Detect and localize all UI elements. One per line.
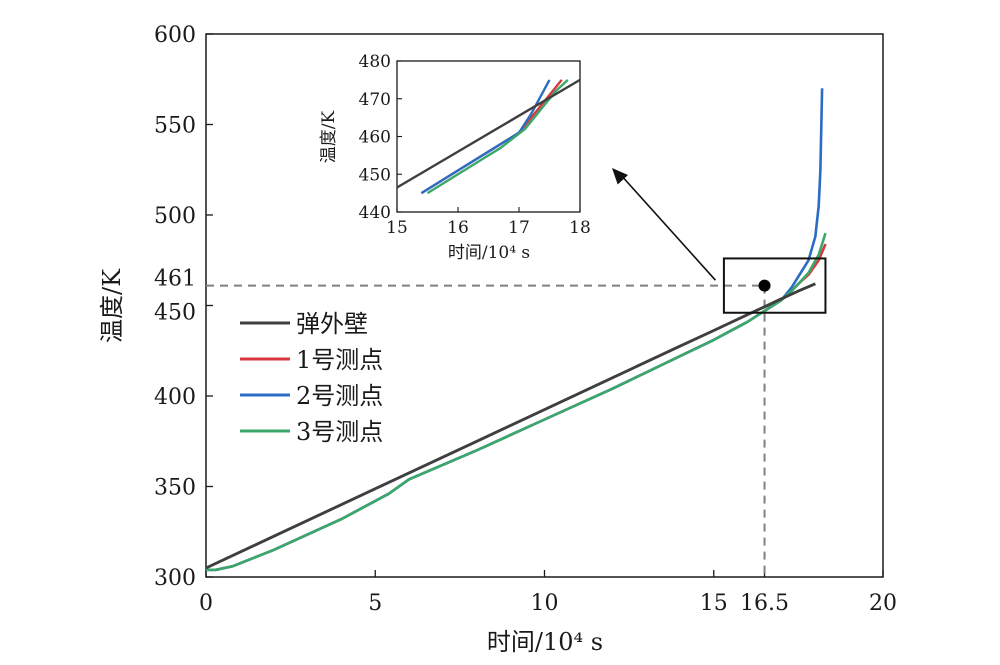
x-tick-label: 20 (869, 591, 897, 616)
x-axis-label: 时间/10⁴ s (487, 628, 603, 656)
legend-label-4: 3号测点 (296, 418, 383, 446)
inset-x-tick-label: 17 (508, 218, 530, 238)
zoom-arrow-head (612, 168, 628, 185)
y-tick-label: 461 (154, 267, 196, 292)
x-tick-label: 0 (199, 591, 213, 616)
guide-lines (206, 284, 766, 577)
inset-y-tick-label: 460 (359, 128, 391, 148)
inset-frame (396, 60, 581, 213)
y-tick-label: 450 (154, 301, 196, 326)
inset-y-axis-label: 温度/K (319, 110, 339, 163)
y-tick-label: 500 (154, 204, 196, 229)
inset-y-tick-label: 470 (359, 90, 391, 110)
series-line-wall-top (205, 282, 816, 570)
inset-x-tick-label: 18 (569, 218, 591, 238)
y-tick-label: 300 (154, 566, 196, 591)
zoom-box (722, 257, 827, 314)
inset-y-tick-label: 480 (359, 52, 391, 72)
legend-label-1: 弹外壁 (296, 310, 368, 338)
zoom-arrow-line (619, 173, 717, 281)
inset-chart: 15 16 17 18 440 450 460 470 480 时间/10⁴ s 温度/K (319, 52, 591, 263)
inset-series-line-3 (420, 79, 551, 195)
inset-series (396, 78, 581, 195)
inset-x-tick-label: 15 (386, 218, 408, 238)
inset-ticks: 15 16 17 18 440 450 460 470 480 (359, 52, 591, 238)
annotation (612, 168, 827, 314)
y-tick-label: 400 (154, 385, 196, 410)
inset-y-tick-label: 450 (359, 165, 391, 185)
main-ticks: 0 5 10 15 16.5 20 300 350 400 450 461 500 550 600 (154, 23, 897, 616)
main-series (205, 88, 827, 572)
marked-point (758, 279, 771, 292)
y-tick-label: 600 (154, 23, 196, 48)
legend-label-3: 2号测点 (296, 382, 383, 410)
inset-x-axis-label: 时间/10⁴ s (448, 243, 530, 263)
x-tick-label: 15 (700, 591, 728, 616)
inset-series-line-1 (396, 78, 581, 189)
legend-label-2: 1号测点 (296, 346, 383, 374)
legend: 弹外壁 1号测点 2号测点 3号测点 (240, 310, 383, 446)
inset-y-tick-label: 440 (359, 203, 391, 223)
inset-x-tick-label: 16 (447, 218, 469, 238)
series-line-4 (206, 232, 827, 572)
inset-series-line-4 (426, 79, 569, 195)
x-tick-label: 16.5 (740, 591, 789, 616)
x-tick-label: 5 (368, 591, 382, 616)
y-axis-label: 温度/K (98, 268, 126, 343)
y-tick-label: 350 (154, 476, 196, 501)
y-tick-label: 550 (154, 114, 196, 139)
x-tick-label: 10 (531, 591, 559, 616)
